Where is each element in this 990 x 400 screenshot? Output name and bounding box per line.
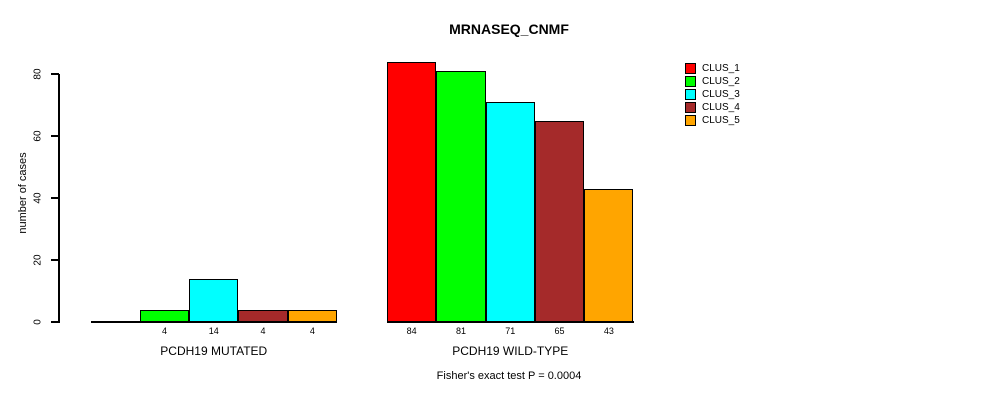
- legend-label-clus-4: CLUS_4: [702, 101, 740, 113]
- y-tick: [50, 197, 59, 199]
- bar-value-label: 65: [554, 326, 565, 336]
- y-tick-label: 40: [32, 192, 44, 204]
- bar-clus-5-pcdh19-wild-type: [584, 188, 634, 322]
- y-tick-label: 0: [32, 319, 44, 325]
- bar-clus-3-pcdh19-wild-type: [485, 101, 535, 322]
- legend-swatch-clus-3: [685, 88, 696, 100]
- legend-label-clus-2: CLUS_2: [702, 75, 740, 87]
- bar-value-label: 43: [603, 326, 614, 336]
- fisher-test-subtitle: Fisher's exact test P = 0.0004: [436, 370, 582, 382]
- legend-swatch-clus-1: [685, 62, 696, 74]
- bar-value-label: 4: [309, 326, 315, 336]
- group-label-pcdh19-wild-type: PCDH19 WILD-TYPE: [452, 344, 569, 358]
- bar-value-label: 4: [161, 326, 167, 336]
- bar-clus-4-pcdh19-mutated: [238, 309, 288, 322]
- bar-clus-1-pcdh19-wild-type: [387, 61, 437, 322]
- legend-item-clus-4: CLUS_4: [685, 101, 740, 113]
- legend-swatch-clus-4: [685, 101, 696, 113]
- bar-clus-2-pcdh19-wild-type: [436, 70, 486, 322]
- bar-value-label: 84: [406, 326, 417, 336]
- group-baseline: [90, 321, 337, 323]
- bar-value-label: 14: [208, 326, 219, 336]
- legend-item-clus-3: CLUS_3: [685, 88, 740, 100]
- bar-clus-3-pcdh19-mutated: [189, 278, 239, 322]
- y-tick-label: 20: [32, 254, 44, 266]
- bar-clus-2-pcdh19-mutated: [139, 309, 190, 322]
- legend-item-clus-2: CLUS_2: [685, 75, 740, 87]
- bar-clus-4-pcdh19-wild-type: [534, 120, 585, 322]
- bar-value-label: 71: [505, 326, 516, 336]
- y-tick: [50, 259, 59, 261]
- bar-clus-5-pcdh19-mutated: [287, 309, 337, 322]
- y-tick: [50, 135, 59, 137]
- legend-label-clus-1: CLUS_1: [702, 62, 740, 74]
- legend-label-clus-5: CLUS_5: [702, 114, 740, 126]
- y-tick: [50, 73, 59, 75]
- bar-value-label: 4: [260, 326, 266, 336]
- legend-swatch-clus-5: [685, 114, 696, 126]
- y-axis-title: number of cases: [17, 152, 29, 234]
- y-tick-label: 60: [32, 130, 44, 142]
- y-axis-line: [58, 73, 60, 323]
- legend-item-clus-5: CLUS_5: [685, 114, 740, 126]
- chart-title: MRNASEQ_CNMF: [449, 21, 569, 37]
- y-tick: [50, 321, 59, 323]
- legend-label-clus-3: CLUS_3: [702, 88, 740, 100]
- group-baseline: [387, 321, 634, 323]
- legend-item-clus-1: CLUS_1: [685, 62, 740, 74]
- group-label-pcdh19-mutated: PCDH19 MUTATED: [160, 344, 268, 358]
- bar-value-label: 81: [455, 326, 466, 336]
- y-tick-label: 80: [32, 68, 44, 80]
- legend-swatch-clus-2: [685, 75, 696, 87]
